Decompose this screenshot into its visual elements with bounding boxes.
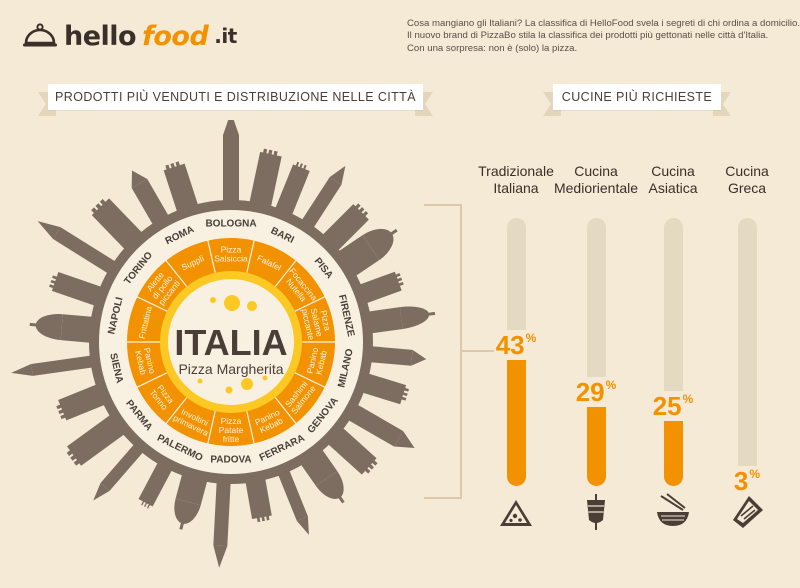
sector-divider: [201, 213, 216, 273]
sector-divider: [246, 411, 261, 471]
intro-text: Cosa mangiano gli Italiani? La classific…: [407, 18, 800, 55]
city-name-bologna: BOLOGNA: [205, 219, 256, 230]
building-silhouette: [247, 148, 282, 216]
building-silhouette: [297, 165, 346, 236]
building-silhouette: [49, 271, 110, 309]
gyros-wrap-icon: [727, 492, 767, 532]
building-silhouette: [213, 473, 232, 568]
percent-label: 25%: [650, 391, 696, 421]
kebab-icon: [576, 492, 616, 532]
food-label-padova: Pizza Patate fritte: [219, 416, 244, 444]
wheel-center: [168, 279, 294, 405]
pizza-slice-icon: [496, 492, 536, 532]
bar-fill: [586, 387, 606, 486]
sector-divider: [111, 284, 168, 312]
sector-divider: [274, 238, 314, 287]
building-silhouette: [11, 354, 102, 376]
bar-track: [586, 218, 606, 486]
bar-fill: [506, 340, 526, 486]
ribbon-cuisines: CUCINE PIÙ RICHIESTE: [543, 84, 731, 116]
percent-label: 29%: [573, 377, 619, 407]
connector-line: [460, 350, 494, 352]
building-silhouette: [37, 221, 123, 278]
city-wheel: ITALIA Pizza Margherita BOLOGNABARIPISAF…: [11, 120, 436, 568]
percent-label: 3%: [731, 466, 763, 496]
bar-track: [737, 218, 757, 486]
cloche-icon: [23, 23, 57, 47]
cheese-holes-icon: [197, 295, 268, 394]
sector-divider: [148, 238, 188, 287]
cuisine-name: Tradizionale Italiana: [478, 163, 554, 196]
building-silhouette: [340, 400, 415, 448]
building-silhouette: [93, 437, 149, 501]
cuisine-name: Cucina Mediorientale: [553, 163, 639, 196]
cuisine-name: Cucina Asiatica: [648, 163, 698, 196]
percent-label: 43%: [493, 330, 539, 360]
logo-tld: .it: [214, 24, 237, 48]
sector-divider: [274, 397, 314, 446]
building-silhouette: [361, 345, 427, 366]
sector-divider: [294, 284, 351, 312]
center-subtitle: Pizza Margherita: [178, 361, 283, 377]
building-silhouette: [272, 161, 310, 223]
sector-divider: [148, 397, 188, 446]
bar-fill: [663, 401, 683, 486]
food-label-milano: PaninoKebab: [305, 346, 329, 376]
sector-divider: [201, 411, 216, 471]
section-title-cuisines: CUCINE PIÙ RICHIESTE: [553, 84, 721, 110]
city-name-padova: PADOVA: [210, 455, 251, 466]
logo: hello food .it: [22, 18, 237, 54]
center-title: ITALIA: [174, 322, 287, 363]
bar-track: [663, 218, 683, 486]
food-label-bologna: Pizza Salsiccia: [214, 245, 248, 264]
cuisine-name: Cucina Greca: [725, 163, 769, 196]
ribbon-products: PRODOTTI PIÙ VENDUTI E DISTRIBUZIONE NEL…: [38, 84, 433, 116]
sector-divider: [246, 213, 261, 273]
building-silhouette: [274, 462, 309, 535]
intro-line-2: Il nuovo brand di PizzaBo stila la class…: [407, 30, 769, 42]
sector-divider: [294, 372, 351, 400]
sector-divider: [111, 372, 168, 400]
intro-line-1: Cosa mangiano gli Italiani? La classific…: [407, 18, 800, 29]
logo-word-hello: hello: [64, 20, 137, 52]
logo-word-food: food: [142, 20, 209, 52]
section-title-products: PRODOTTI PIÙ VENDUTI E DISTRIBUZIONE NEL…: [48, 84, 423, 110]
noodle-bowl-icon: [653, 492, 693, 532]
connector-bracket: [424, 204, 462, 499]
building-silhouette: [223, 120, 239, 210]
intro-line-3: Con una sorpresa: non è (solo) la pizza.: [407, 42, 578, 54]
